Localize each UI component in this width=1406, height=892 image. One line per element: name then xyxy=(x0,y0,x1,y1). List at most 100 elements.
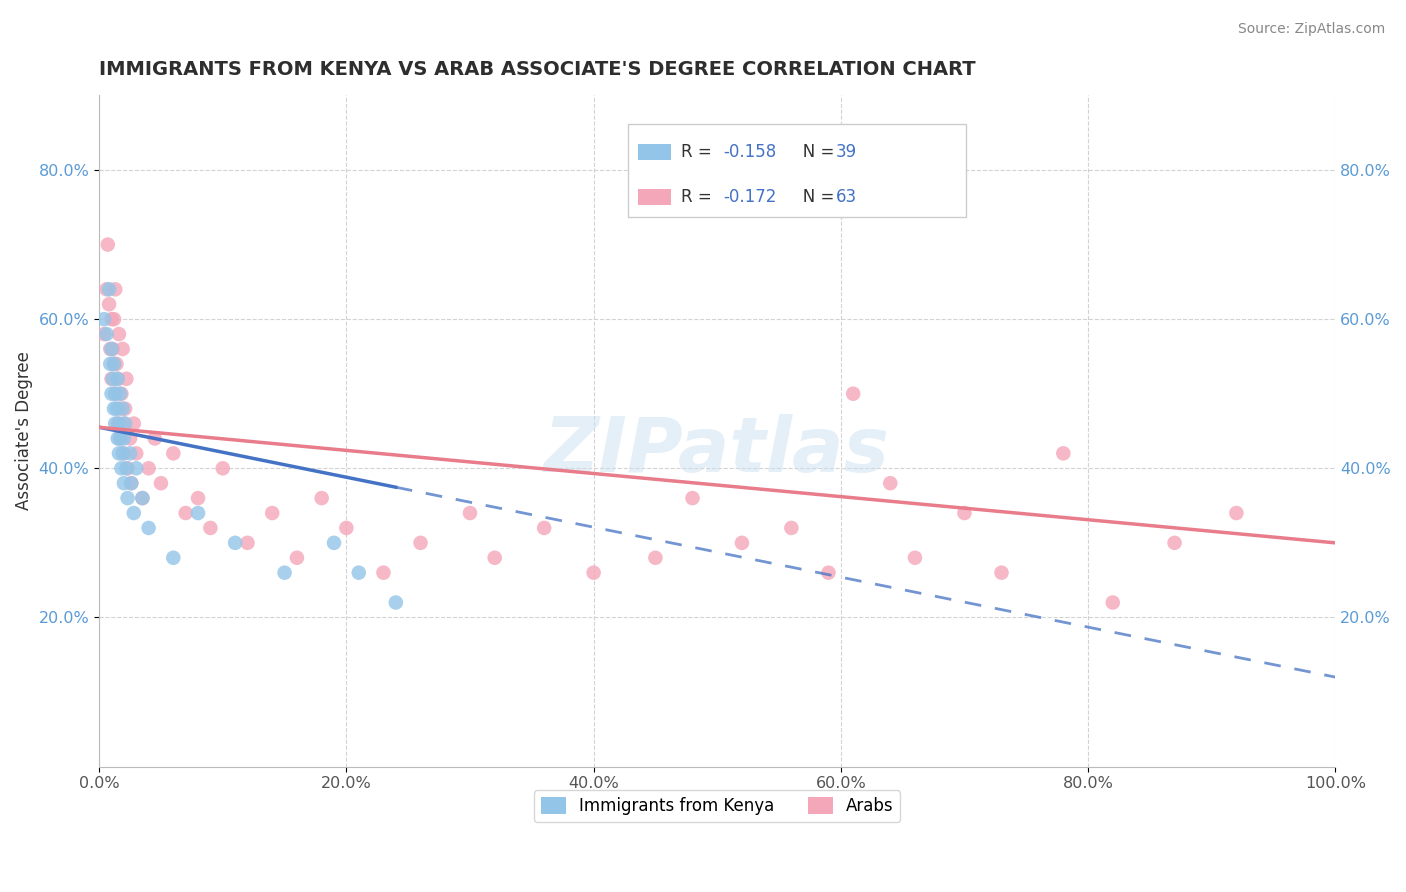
Point xyxy=(780,521,803,535)
Point xyxy=(174,506,197,520)
Point xyxy=(98,297,121,311)
Point xyxy=(103,312,125,326)
Point xyxy=(93,312,115,326)
Point xyxy=(224,536,246,550)
Point xyxy=(115,372,138,386)
Point xyxy=(114,401,136,416)
Point xyxy=(110,461,132,475)
Point xyxy=(93,327,115,342)
Point xyxy=(323,536,346,550)
Text: N =: N = xyxy=(786,143,839,161)
Point xyxy=(107,432,129,446)
Point xyxy=(187,506,209,520)
Point xyxy=(108,446,131,460)
Point xyxy=(120,432,142,446)
Point xyxy=(96,327,118,342)
Point xyxy=(138,521,160,535)
Point xyxy=(262,506,284,520)
Text: N =: N = xyxy=(786,187,839,205)
Point xyxy=(100,342,122,356)
Point xyxy=(120,476,142,491)
Point xyxy=(111,342,134,356)
Point xyxy=(842,386,865,401)
Point xyxy=(105,357,128,371)
Y-axis label: Associate's Degree: Associate's Degree xyxy=(15,351,32,510)
Point xyxy=(122,506,145,520)
Point xyxy=(122,417,145,431)
Point xyxy=(112,446,135,460)
Point xyxy=(385,595,408,609)
Point xyxy=(1101,595,1123,609)
Point xyxy=(103,401,125,416)
Point xyxy=(879,476,901,491)
Point xyxy=(285,550,308,565)
Point xyxy=(104,386,127,401)
Point xyxy=(162,550,184,565)
Text: -0.158: -0.158 xyxy=(723,143,776,161)
Point xyxy=(533,521,555,535)
Point xyxy=(100,372,122,386)
Point xyxy=(104,417,127,431)
Point xyxy=(107,372,129,386)
Text: Source: ZipAtlas.com: Source: ZipAtlas.com xyxy=(1237,22,1385,37)
Point xyxy=(373,566,395,580)
Point xyxy=(409,536,432,550)
Point xyxy=(347,566,370,580)
Point xyxy=(1163,536,1185,550)
Point xyxy=(817,566,839,580)
Point xyxy=(108,327,131,342)
Text: R =: R = xyxy=(681,143,717,161)
Point xyxy=(138,461,160,475)
Point xyxy=(131,491,153,505)
Point xyxy=(114,417,136,431)
Text: IMMIGRANTS FROM KENYA VS ARAB ASSOCIATE'S DEGREE CORRELATION CHART: IMMIGRANTS FROM KENYA VS ARAB ASSOCIATE'… xyxy=(100,60,976,78)
Point xyxy=(98,357,121,371)
Text: 39: 39 xyxy=(835,143,856,161)
Point xyxy=(120,446,142,460)
Point xyxy=(108,401,131,416)
Point xyxy=(120,476,142,491)
Point xyxy=(112,476,135,491)
Point xyxy=(484,550,506,565)
Point xyxy=(103,357,125,371)
Bar xyxy=(638,188,671,204)
Point xyxy=(904,550,927,565)
Point xyxy=(236,536,259,550)
Point xyxy=(311,491,333,505)
Point xyxy=(211,461,233,475)
Point xyxy=(162,446,184,460)
Point xyxy=(458,506,481,520)
Point xyxy=(200,521,222,535)
Point xyxy=(98,342,121,356)
Point xyxy=(682,491,704,505)
Point xyxy=(990,566,1012,580)
Point xyxy=(953,506,976,520)
Point xyxy=(111,401,134,416)
Text: ZIPatlas: ZIPatlas xyxy=(544,414,890,488)
Bar xyxy=(638,144,671,160)
Bar xyxy=(628,124,966,217)
Point xyxy=(101,372,124,386)
Point xyxy=(582,566,605,580)
Point xyxy=(104,282,127,296)
Point xyxy=(187,491,209,505)
Point xyxy=(97,237,120,252)
Text: -0.172: -0.172 xyxy=(723,187,776,205)
Point xyxy=(143,432,166,446)
Point xyxy=(108,417,131,431)
Point xyxy=(273,566,295,580)
Point xyxy=(731,536,754,550)
Point xyxy=(131,491,153,505)
Point xyxy=(108,432,131,446)
Point xyxy=(98,282,121,296)
Point xyxy=(117,461,139,475)
Point xyxy=(112,432,135,446)
Point xyxy=(103,357,125,371)
Text: 63: 63 xyxy=(835,187,856,205)
Point xyxy=(149,476,172,491)
Point xyxy=(101,342,124,356)
Point xyxy=(112,417,135,431)
Text: R =: R = xyxy=(681,187,717,205)
Point xyxy=(125,461,148,475)
Legend: Immigrants from Kenya, Arabs: Immigrants from Kenya, Arabs xyxy=(534,790,900,822)
